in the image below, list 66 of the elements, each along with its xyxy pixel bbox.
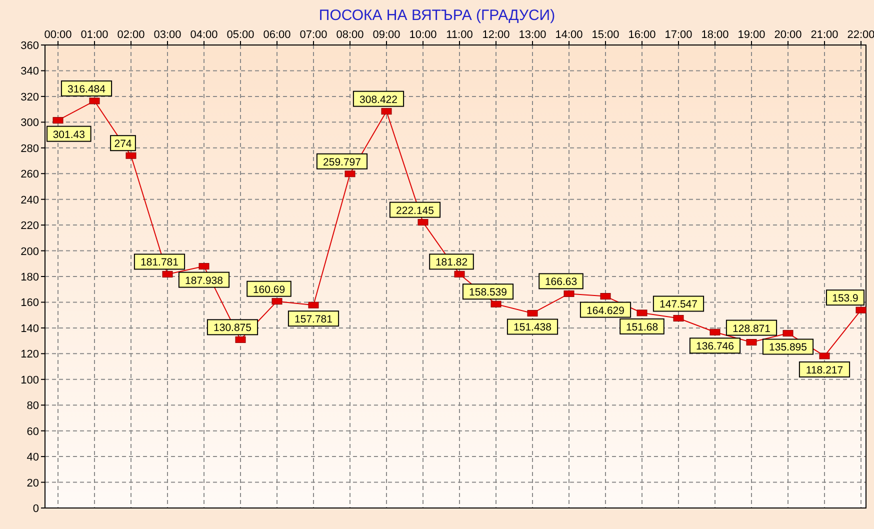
y-tick-label: 260 — [20, 168, 39, 181]
y-tick-label: 80 — [26, 400, 39, 412]
x-tick-label: 07:00 — [300, 29, 328, 41]
x-tick-label: 19:00 — [738, 29, 766, 41]
x-tick-label: 05:00 — [226, 29, 254, 41]
data-label: 222.145 — [396, 204, 434, 217]
y-tick-label: 160 — [20, 297, 39, 310]
data-label: 130.875 — [214, 322, 252, 334]
x-tick-label: 01:00 — [80, 29, 108, 41]
y-tick-label: 40 — [26, 452, 39, 464]
x-tick-label: 18:00 — [701, 29, 729, 41]
x-tick-label: 20:00 — [774, 29, 802, 41]
y-tick-label: 100 — [20, 374, 39, 386]
data-label: 160.69 — [252, 284, 286, 296]
y-tick-label: 240 — [20, 194, 39, 206]
x-tick-label: 16:00 — [628, 29, 656, 41]
y-tick-label: 60 — [26, 426, 39, 438]
data-label: 153.9 — [832, 292, 859, 305]
data-label: 151.438 — [514, 322, 552, 334]
x-tick-label: 15:00 — [592, 29, 620, 41]
chart-title: ПОСОКА НА ВЯТЪРА (ГРАДУСИ) — [318, 7, 556, 24]
x-tick-label: 02:00 — [117, 29, 145, 41]
data-label: 301.43 — [52, 128, 86, 141]
data-label: 157.781 — [294, 314, 333, 326]
data-label: 187.938 — [185, 274, 224, 287]
y-tick-label: 220 — [20, 220, 39, 232]
y-tick-label: 20 — [26, 477, 39, 490]
x-tick-label: 17:00 — [664, 29, 692, 41]
x-tick-label: 09:00 — [372, 29, 400, 41]
data-label: 164.629 — [586, 304, 625, 317]
x-tick-label: 04:00 — [190, 29, 218, 41]
x-tick-label: 03:00 — [154, 29, 182, 41]
y-tick-label: 340 — [20, 66, 39, 78]
x-tick-label: 22:00 — [847, 29, 874, 41]
data-label: 151.68 — [626, 321, 658, 334]
data-label: 181.781 — [140, 256, 179, 269]
x-tick-label: 08:00 — [336, 29, 364, 41]
data-label: 158.539 — [469, 286, 508, 299]
x-tick-label: 06:00 — [263, 29, 291, 41]
data-label: 166.63 — [544, 276, 578, 288]
data-label: 118.217 — [806, 364, 844, 376]
data-label: 136.746 — [696, 340, 734, 353]
y-tick-label: 0 — [32, 503, 39, 515]
data-label: 181.82 — [435, 256, 468, 269]
y-tick-label: 300 — [20, 117, 39, 130]
data-label: 259.797 — [323, 156, 362, 168]
x-tick-label: 12:00 — [482, 29, 510, 41]
x-tick-label: 11:00 — [446, 29, 473, 41]
y-tick-label: 320 — [20, 91, 39, 104]
data-label: 316.484 — [68, 83, 106, 96]
data-label: 147.547 — [660, 298, 698, 311]
x-tick-label: 13:00 — [518, 29, 546, 41]
data-label: 128.871 — [732, 322, 771, 335]
y-tick-label: 180 — [20, 272, 39, 284]
x-tick-label: 10:00 — [409, 29, 437, 41]
y-tick-label: 280 — [20, 142, 39, 155]
y-tick-label: 200 — [20, 246, 39, 258]
data-label: 274 — [114, 138, 132, 150]
data-label: 135.895 — [769, 342, 808, 354]
y-tick-label: 120 — [20, 348, 39, 361]
x-tick-label: 21:00 — [810, 29, 838, 41]
data-label: 308.422 — [360, 94, 398, 106]
y-tick-label: 360 — [20, 40, 39, 52]
y-tick-label: 140 — [20, 322, 39, 335]
x-tick-label: 14:00 — [555, 29, 583, 41]
x-tick-label: 00:00 — [44, 29, 72, 41]
